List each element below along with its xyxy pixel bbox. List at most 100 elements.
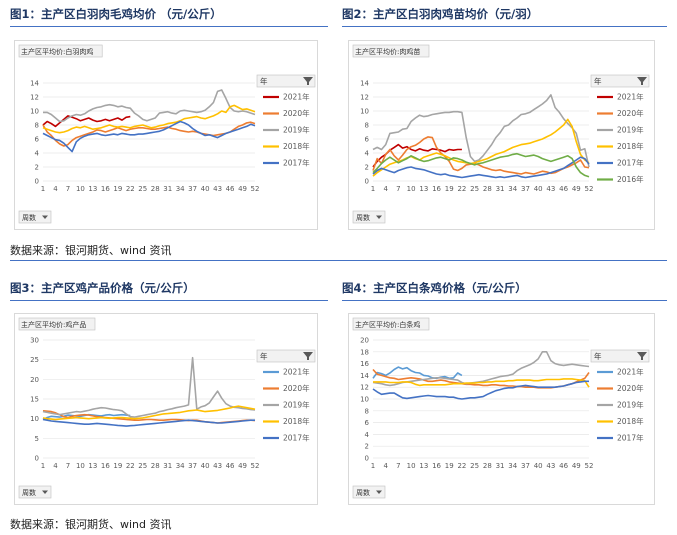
- y-tick-label: 0: [35, 178, 39, 186]
- filter-icon[interactable]: [637, 352, 647, 360]
- x-tick-label: 46: [559, 462, 568, 470]
- series-line: [42, 121, 256, 147]
- y-tick-label: 10: [30, 415, 39, 423]
- x-tick-label: 34: [508, 462, 517, 470]
- series-line: [372, 380, 589, 400]
- week-filter-dropdown[interactable]: 周数: [352, 210, 386, 224]
- x-tick-label: 40: [201, 462, 210, 470]
- y-tick-label: 4: [365, 431, 370, 439]
- legend-title: 年: [594, 76, 602, 86]
- legend-entry: 2021年: [283, 367, 310, 377]
- x-tick-label: 49: [238, 462, 247, 470]
- x-tick-label: 16: [432, 185, 441, 193]
- week-filter-dropdown[interactable]: 周数: [18, 210, 52, 224]
- x-tick-label: 37: [188, 462, 197, 470]
- y-tick-label: 10: [30, 108, 39, 116]
- y-tick-label: 12: [360, 94, 369, 102]
- x-tick-label: 22: [457, 185, 466, 193]
- x-tick-label: 31: [496, 185, 505, 193]
- x-tick-label: 10: [76, 462, 85, 470]
- legend-entry: 2017年: [283, 158, 310, 168]
- x-tick-label: 52: [251, 462, 260, 470]
- field-label-button[interactable]: 主产区平均价:肉鸡苗: [352, 44, 430, 58]
- series-line: [372, 94, 590, 168]
- x-tick-label: 10: [407, 462, 416, 470]
- x-tick-label: 52: [585, 462, 594, 470]
- legend-entry: 2018年: [617, 416, 644, 426]
- x-tick-label: 16: [432, 462, 441, 470]
- x-tick-label: 46: [226, 462, 235, 470]
- legend-entry: 2021年: [283, 92, 310, 102]
- filter-icon[interactable]: [637, 77, 647, 85]
- series-line: [42, 418, 255, 427]
- series-line: [373, 378, 590, 388]
- chart-3-panel: 主产区平均价:鸡产品 0 5 10 15 20 25 30 1 4 7 10 13 16 19 22 25 28 3…: [14, 313, 318, 505]
- y-tick-label: 20: [360, 337, 369, 345]
- x-tick-label: 25: [138, 185, 147, 193]
- x-tick-label: 43: [546, 462, 555, 470]
- y-tick-label: 14: [360, 80, 369, 88]
- legend-title: 年: [594, 351, 602, 361]
- x-tick-label: 19: [445, 462, 454, 470]
- legend-header-button[interactable]: 年: [590, 349, 650, 363]
- chevron-down-icon: [376, 215, 382, 219]
- x-tick-label: 31: [163, 462, 172, 470]
- series-line: [372, 152, 590, 178]
- field-label-button[interactable]: 主产区平均价:白条鸡: [352, 317, 430, 331]
- series-line: [42, 104, 256, 134]
- x-tick-label: 4: [383, 462, 388, 470]
- field-label-button[interactable]: 主产区平均价:鸡产品: [18, 317, 96, 331]
- field-label-button[interactable]: 主产区平均价:白羽肉鸡: [18, 44, 103, 58]
- chevron-down-icon: [42, 490, 48, 494]
- figure-3-title: 图3：主产区鸡产品价格（元/公斤）: [10, 281, 195, 295]
- x-tick-label: 10: [407, 185, 416, 193]
- y-tick-label: 12: [360, 384, 369, 392]
- series-line: [42, 405, 256, 421]
- filter-icon[interactable]: [303, 77, 313, 85]
- legend-entry: 2017年: [617, 158, 644, 168]
- week-filter-dropdown[interactable]: 周数: [18, 485, 52, 499]
- legend-entry: 2019年: [617, 400, 644, 410]
- series-line: [42, 356, 256, 418]
- x-tick-label: 52: [585, 185, 594, 193]
- x-tick-label: 13: [88, 185, 97, 193]
- legend-header-button[interactable]: 年: [256, 74, 316, 88]
- filter-icon[interactable]: [303, 352, 313, 360]
- chart-1-panel: 主产区平均价:白羽肉鸡 0 2 4 6 8 10 12 14 1 4 7 10 13 16 19 22 25 28 3…: [14, 40, 318, 230]
- figure-1-title: 图1：主产区白羽肉毛鸡均价 （元/公斤）: [10, 7, 222, 21]
- x-tick-label: 34: [176, 462, 185, 470]
- series-line: [372, 136, 590, 175]
- legend-header-button[interactable]: 年: [256, 349, 316, 363]
- field-label-text: 主产区平均价:肉鸡苗: [355, 47, 420, 56]
- series-line: [372, 366, 463, 380]
- x-tick-label: 1: [41, 185, 45, 193]
- legend-entry: 2018年: [617, 141, 644, 151]
- y-tick-label: 0: [365, 455, 369, 463]
- x-tick-label: 19: [113, 185, 122, 193]
- series-line: [372, 156, 590, 179]
- x-tick-label: 31: [163, 185, 172, 193]
- figure-4-title: 图4：主产区白条鸡价格（元/公斤）: [342, 281, 527, 295]
- series-line: [372, 143, 462, 168]
- legend-header-button[interactable]: 年: [590, 74, 650, 88]
- source-note-2: 数据来源：银河期货、wind 资讯: [10, 518, 172, 531]
- x-tick-label: 52: [251, 185, 260, 193]
- x-tick-label: 46: [559, 185, 568, 193]
- legend-entry: 2017年: [283, 433, 310, 443]
- x-tick-label: 34: [508, 185, 517, 193]
- x-tick-label: 22: [457, 462, 466, 470]
- legend-entry: 2019年: [283, 400, 310, 410]
- x-tick-label: 28: [151, 462, 160, 470]
- y-tick-label: 15: [30, 396, 39, 404]
- y-tick-label: 8: [35, 122, 39, 130]
- legend-entry: 2018年: [283, 416, 310, 426]
- x-tick-label: 25: [470, 185, 479, 193]
- x-tick-label: 4: [383, 185, 388, 193]
- legend-entry: 2020年: [617, 383, 644, 393]
- chevron-down-icon: [376, 490, 382, 494]
- week-filter-dropdown[interactable]: 周数: [352, 485, 386, 499]
- figure-3-rule: [10, 300, 328, 301]
- y-tick-label: 6: [365, 136, 370, 144]
